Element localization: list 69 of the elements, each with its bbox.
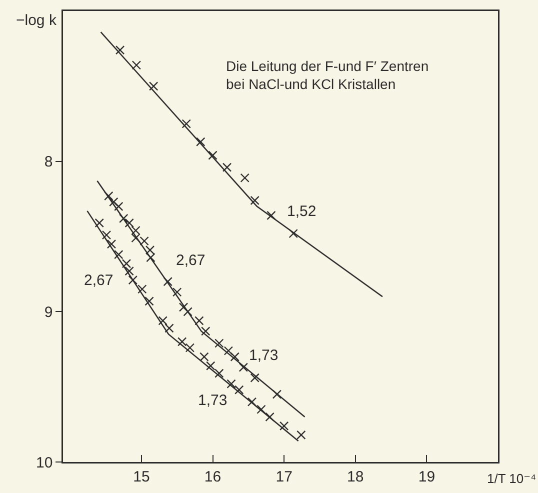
point [132, 60, 142, 70]
point [208, 150, 218, 160]
point [265, 412, 274, 422]
point [214, 368, 224, 378]
point [224, 346, 234, 356]
point [128, 276, 138, 285]
annotation: 2,67 [176, 252, 206, 269]
point [272, 390, 282, 399]
point [256, 404, 266, 414]
x-axis-title: 1/T 10⁻⁴ [487, 471, 536, 486]
annotation: 1,52 [287, 203, 316, 220]
point [185, 343, 195, 352]
point [178, 302, 188, 312]
point [230, 352, 240, 362]
x-tick-label: 16 [204, 468, 222, 486]
point [279, 421, 289, 431]
x-tick-label: 18 [347, 468, 364, 486]
y-axis-title: −log k [16, 12, 57, 29]
y-tick-label: 9 [44, 304, 53, 321]
point [124, 218, 134, 228]
point [109, 197, 118, 207]
point [146, 252, 156, 262]
point [119, 214, 128, 224]
point [182, 119, 191, 128]
annotation: 1,73 [249, 347, 278, 364]
point [94, 218, 104, 228]
point [172, 288, 182, 297]
point [250, 373, 260, 382]
annotation: 1,73 [198, 392, 228, 409]
y-tick-label: 8 [44, 154, 53, 171]
point [288, 228, 298, 238]
point [145, 245, 155, 255]
x-tick-label: 19 [418, 468, 436, 486]
point [200, 352, 209, 362]
point [104, 191, 114, 201]
point [106, 239, 116, 249]
point [222, 162, 232, 172]
point [144, 296, 154, 306]
annotation: 2,67 [84, 272, 114, 289]
point [194, 316, 204, 326]
point [102, 230, 112, 240]
y-tick-label: 10 [36, 454, 53, 472]
point [148, 82, 158, 91]
x-tick-label: 15 [133, 468, 150, 486]
point [177, 337, 187, 346]
point [206, 361, 216, 370]
point [158, 316, 168, 326]
point [164, 324, 174, 333]
point [183, 307, 192, 316]
point [226, 379, 236, 388]
point [124, 266, 134, 276]
point [266, 210, 276, 220]
point [114, 250, 124, 260]
point [250, 196, 260, 206]
point [247, 397, 257, 406]
point [240, 173, 250, 182]
text: Die Leitung der F-und F′ Zentren bei NaCl-und KCl Kristallen [226, 58, 429, 92]
point [122, 258, 132, 268]
point [163, 277, 172, 286]
point [196, 137, 206, 146]
point [238, 362, 248, 372]
x-tick-label: 17 [276, 468, 292, 486]
point [114, 202, 124, 212]
point [115, 45, 125, 55]
point [201, 326, 210, 336]
point [234, 385, 244, 394]
point [131, 226, 140, 236]
point [214, 338, 224, 348]
point [138, 284, 147, 294]
